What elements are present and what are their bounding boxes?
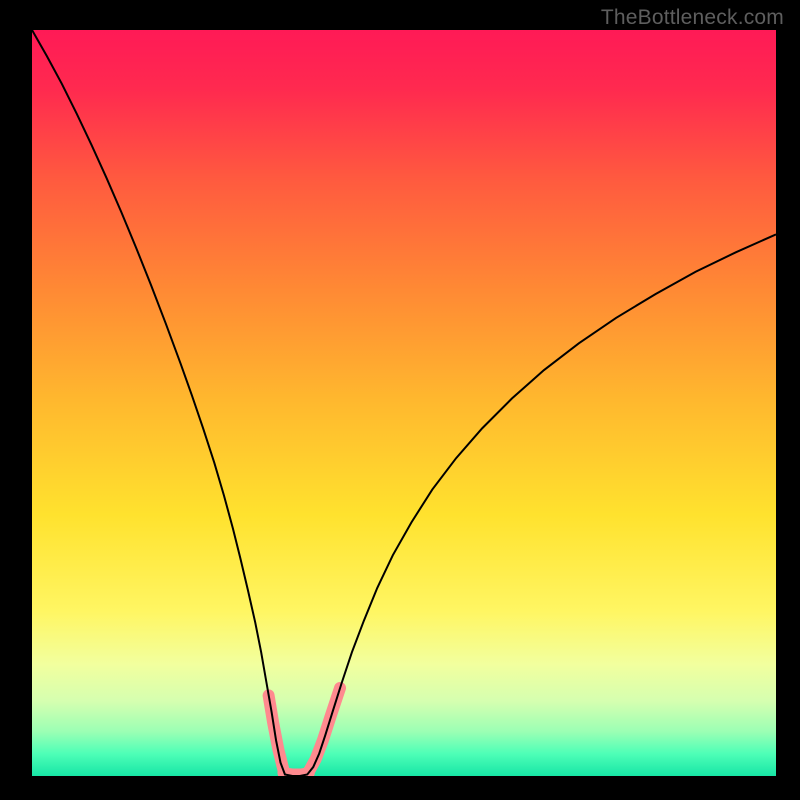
chart-svg-layer (32, 30, 776, 776)
chart-outer-frame: TheBottleneck.com (0, 0, 800, 800)
watermark-text: TheBottleneck.com (601, 6, 784, 30)
chart-plot-area (32, 30, 776, 776)
main-curve (32, 30, 776, 776)
